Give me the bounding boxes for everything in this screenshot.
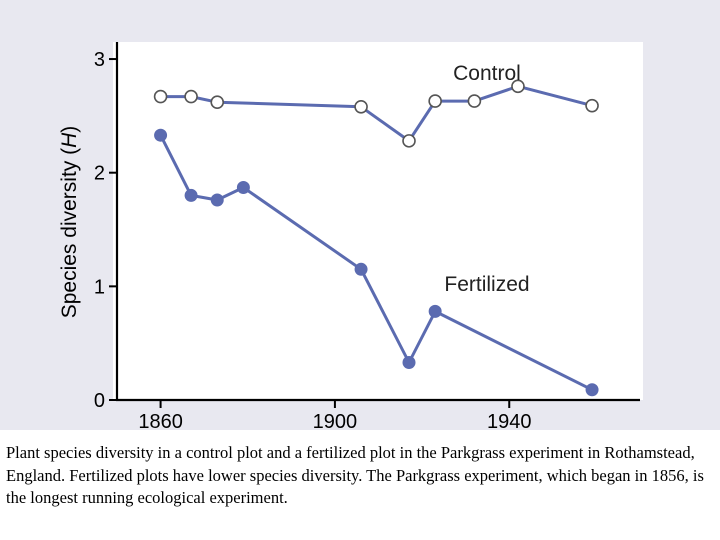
fertilized-point xyxy=(402,355,416,369)
control-point xyxy=(585,98,599,113)
chart: 0 1 2 3 1860 1900 1940 Species diversity (H) Co… xyxy=(58,42,643,430)
fertilized-point xyxy=(184,188,198,202)
x-tick-label: 1940 xyxy=(487,411,532,430)
figure-caption: Plant species diversity in a control plo… xyxy=(6,443,704,507)
labels: Species diversity (H) Control Fertilized xyxy=(58,62,530,318)
y-tick-label: 3 xyxy=(94,49,105,71)
fertilized-point xyxy=(428,304,442,318)
y-tick-label: 1 xyxy=(94,276,105,298)
control-point xyxy=(511,79,525,94)
x-tick-label: 1900 xyxy=(313,411,358,430)
series-points xyxy=(153,79,599,397)
fertilized-point xyxy=(210,193,224,207)
fertilized-point xyxy=(354,262,368,276)
control-series-label: Control xyxy=(453,62,521,85)
y-tick-label: 2 xyxy=(94,163,105,185)
fertilized-point xyxy=(154,128,168,142)
control-point xyxy=(153,89,168,104)
plot-background xyxy=(113,42,643,400)
control-point xyxy=(354,99,368,114)
control-point xyxy=(184,89,198,104)
control-point xyxy=(428,94,442,108)
control-point xyxy=(467,94,482,108)
axes: 0 1 2 3 1860 1900 1940 xyxy=(94,42,640,430)
figure-panel: 0 1 2 3 1860 1900 1940 Species diversity (H) Co… xyxy=(0,0,720,430)
fertilized-point xyxy=(236,180,250,194)
control-point xyxy=(210,95,225,110)
x-tick-label: 1860 xyxy=(138,411,183,430)
control-point xyxy=(402,134,416,148)
fertilized-series-label: Fertilized xyxy=(444,273,529,296)
y-axis-label: Species diversity (H) xyxy=(58,126,81,319)
fertilized-point xyxy=(585,383,599,397)
y-tick-label: 0 xyxy=(94,390,105,412)
